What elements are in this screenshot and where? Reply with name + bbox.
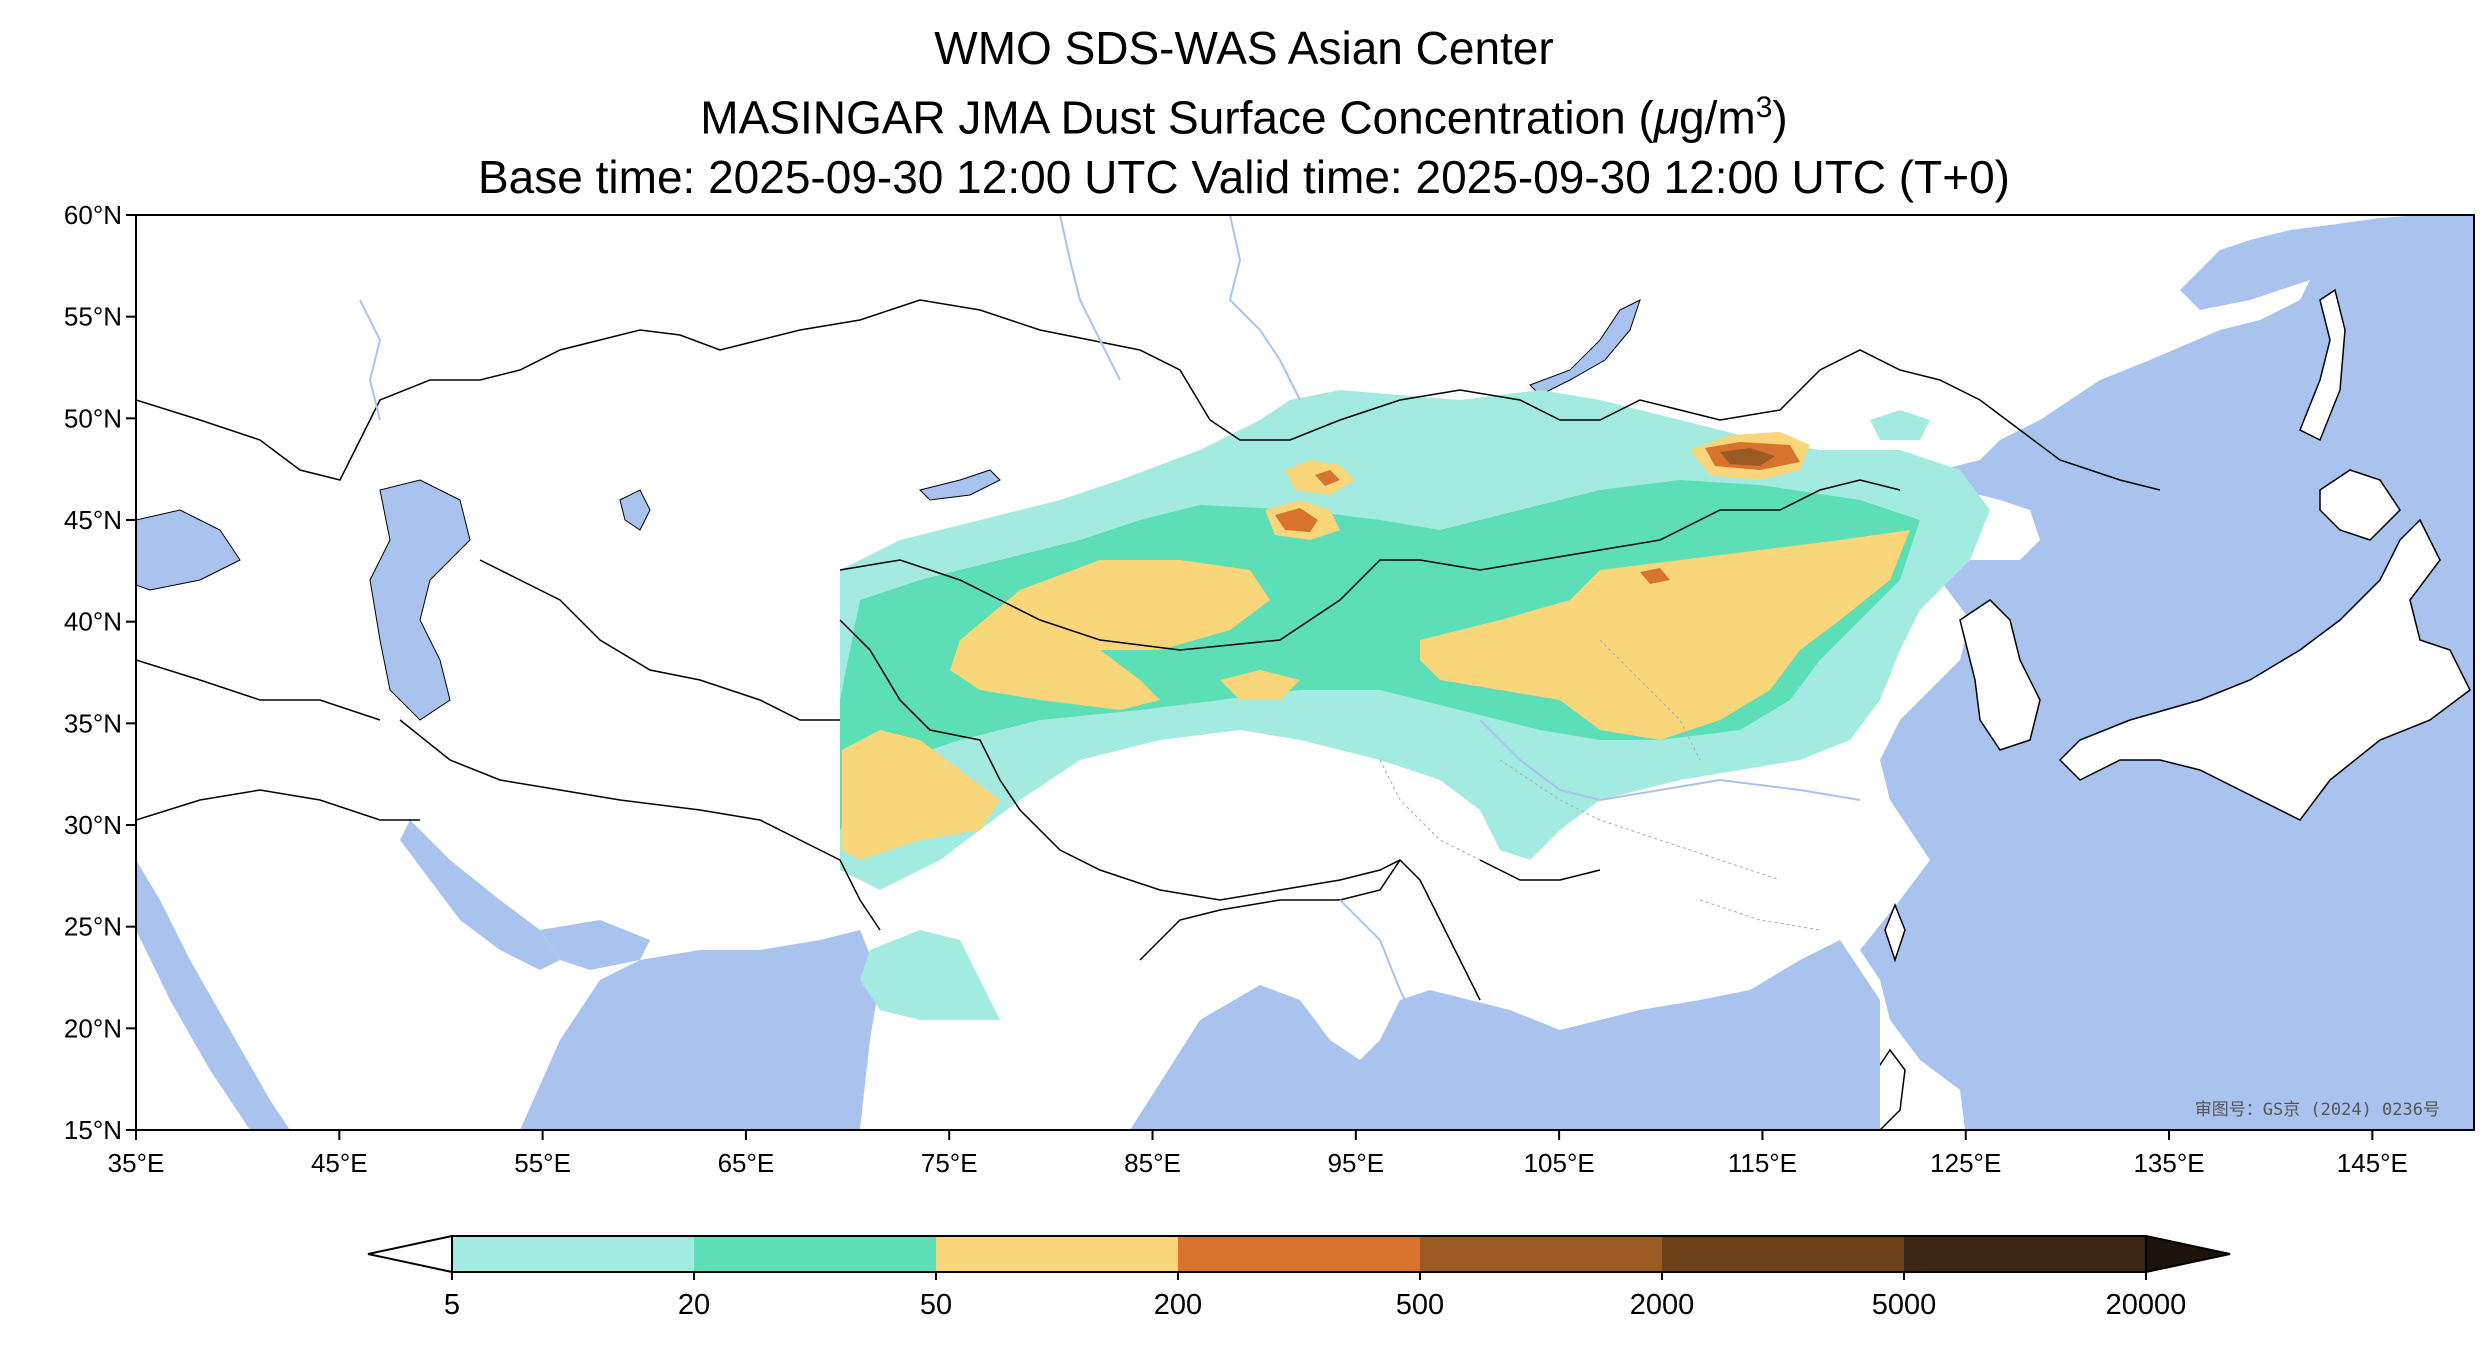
dust-level-50-west: [950, 560, 1270, 710]
lon-tick-label: 65°E: [718, 1148, 775, 1178]
lat-tick-label: 30°N: [64, 810, 122, 840]
japan-landmass: [2058, 518, 2471, 821]
lon-tick-label: 125°E: [1930, 1148, 2001, 1178]
dust-level-50-kashmir: [842, 730, 1000, 860]
colorbar-segment: [694, 1236, 937, 1272]
taiwan-island: [1884, 902, 1906, 963]
title-line-2-unit: g/m: [1679, 91, 1756, 144]
lat-tick-label: 20°N: [64, 1013, 122, 1043]
title-line-3: Base time: 2025-09-30 12:00 UTC Valid ti…: [478, 151, 2010, 204]
lon-tick-label: 85°E: [1124, 1148, 1181, 1178]
dust-contours: [840, 390, 1990, 1020]
colorbar-tick-label: 20: [678, 1289, 710, 1321]
colorbar-segment: [936, 1236, 1179, 1272]
country-borders: [136, 299, 2161, 1001]
colorbar-over-arrow: [2145, 1234, 2231, 1274]
lon-tick-label: 115°E: [1728, 1148, 1797, 1178]
aral-sea: [619, 489, 651, 531]
arabian-sea: [520, 930, 880, 1130]
dust-level-5-ne: [1870, 410, 1930, 440]
persian-gulf: [400, 820, 560, 970]
colorbar-tick-label: 200: [1154, 1289, 1202, 1321]
lat-tick-label: 35°N: [64, 708, 122, 738]
province-borders: [1379, 639, 1821, 931]
lon-tick-label: 75°E: [921, 1148, 978, 1178]
hokkaido-landmass: [2319, 469, 2401, 541]
map-watermark: 审图号：GS京 (2024) 0236号: [2195, 1100, 2440, 1120]
korea-peninsula: [1959, 599, 2041, 751]
lat-tick-label: 40°N: [64, 607, 122, 637]
lat-tick-label: 45°N: [64, 505, 122, 535]
pacific-ocean: [1860, 215, 2474, 1130]
lon-tick-label: 135°E: [2133, 1148, 2204, 1178]
colorbar-tick-label: 5000: [1872, 1289, 1937, 1321]
colorbar-tick-label: 5: [444, 1289, 460, 1321]
dust-level-50-east: [1420, 530, 1910, 740]
dust-level-200-b: [1315, 470, 1340, 486]
lat-tick-label: 55°N: [64, 302, 122, 332]
gulf-of-oman: [540, 920, 650, 970]
title-line-2: MASINGAR JMA Dust Surface Concentration …: [0, 78, 2488, 147]
title-line-2-sup: 3: [1755, 91, 1773, 124]
colorbar-tick-label: 50: [920, 1289, 952, 1321]
lat-tick-label: 15°N: [64, 1115, 122, 1145]
lon-tick-label: 45°E: [311, 1148, 368, 1178]
lon-tick-label: 145°E: [2337, 1148, 2408, 1178]
black-sea: [136, 509, 241, 591]
lat-tick-label: 25°N: [64, 912, 122, 942]
colorbar: 5 20 50 200 500 2000 5000 20000: [367, 1234, 2231, 1321]
colorbar-tick-label: 20000: [2106, 1289, 2187, 1321]
title-line-2-prefix: MASINGAR JMA Dust Surface Concentration …: [700, 91, 1654, 144]
dust-level-5-south: [860, 930, 1000, 1020]
colorbar-tick-label: 500: [1396, 1289, 1444, 1321]
colorbar-segment: [1178, 1236, 1421, 1272]
colorbar-segment: [1662, 1236, 1905, 1272]
lake-balkhash: [919, 469, 1001, 501]
lon-tick-label: 95°E: [1327, 1148, 1384, 1178]
lat-axis: 60°N 55°N 50°N 45°N 40°N 35°N 30°N 25°N 20°N 15°N: [64, 200, 136, 1145]
title-line-2-mu: μ: [1653, 91, 1680, 144]
lon-tick-label: 55°E: [514, 1148, 571, 1178]
dust-level-200-d: [1640, 568, 1670, 584]
dust-level-500: [1720, 448, 1775, 466]
colorbar-frame: [451, 1235, 2147, 1273]
red-sea: [136, 860, 290, 1130]
lat-tick-label: 50°N: [64, 403, 122, 433]
dust-level-200-a: [1275, 508, 1318, 532]
caspian-sea: [369, 479, 471, 721]
colorbar-under-arrow: [367, 1234, 453, 1274]
colorbar-segment: [1904, 1236, 2147, 1272]
colorbar-tick-label: 2000: [1630, 1289, 1695, 1321]
dust-level-50-tarim-n: [1220, 670, 1300, 700]
lake-baikal: [1529, 299, 1641, 396]
lon-tick-label: 105°E: [1524, 1148, 1595, 1178]
title-line-2-suffix: ): [1772, 91, 1788, 144]
figure-title: WMO SDS-WAS Asian Center MASINGAR JMA Du…: [0, 18, 2488, 207]
colorbar-segment: [452, 1236, 695, 1272]
lon-axis: 35°E 45°E 55°E 65°E 75°E 85°E 95°E 105°E 115°E 12…: [108, 1130, 2408, 1178]
lat-tick-label: 60°N: [64, 200, 122, 230]
colorbar-segment: [1420, 1236, 1663, 1272]
sakhalin-landmass: [2299, 288, 2346, 442]
title-line-1: WMO SDS-WAS Asian Center: [934, 22, 1554, 74]
lon-tick-label: 35°E: [108, 1148, 165, 1178]
map-frame: [135, 214, 2475, 1131]
map-panel: 审图号：GS京 (2024) 0236号: [135, 214, 2475, 1131]
rivers: [359, 215, 1861, 1031]
south-seas: [1130, 940, 1880, 1130]
